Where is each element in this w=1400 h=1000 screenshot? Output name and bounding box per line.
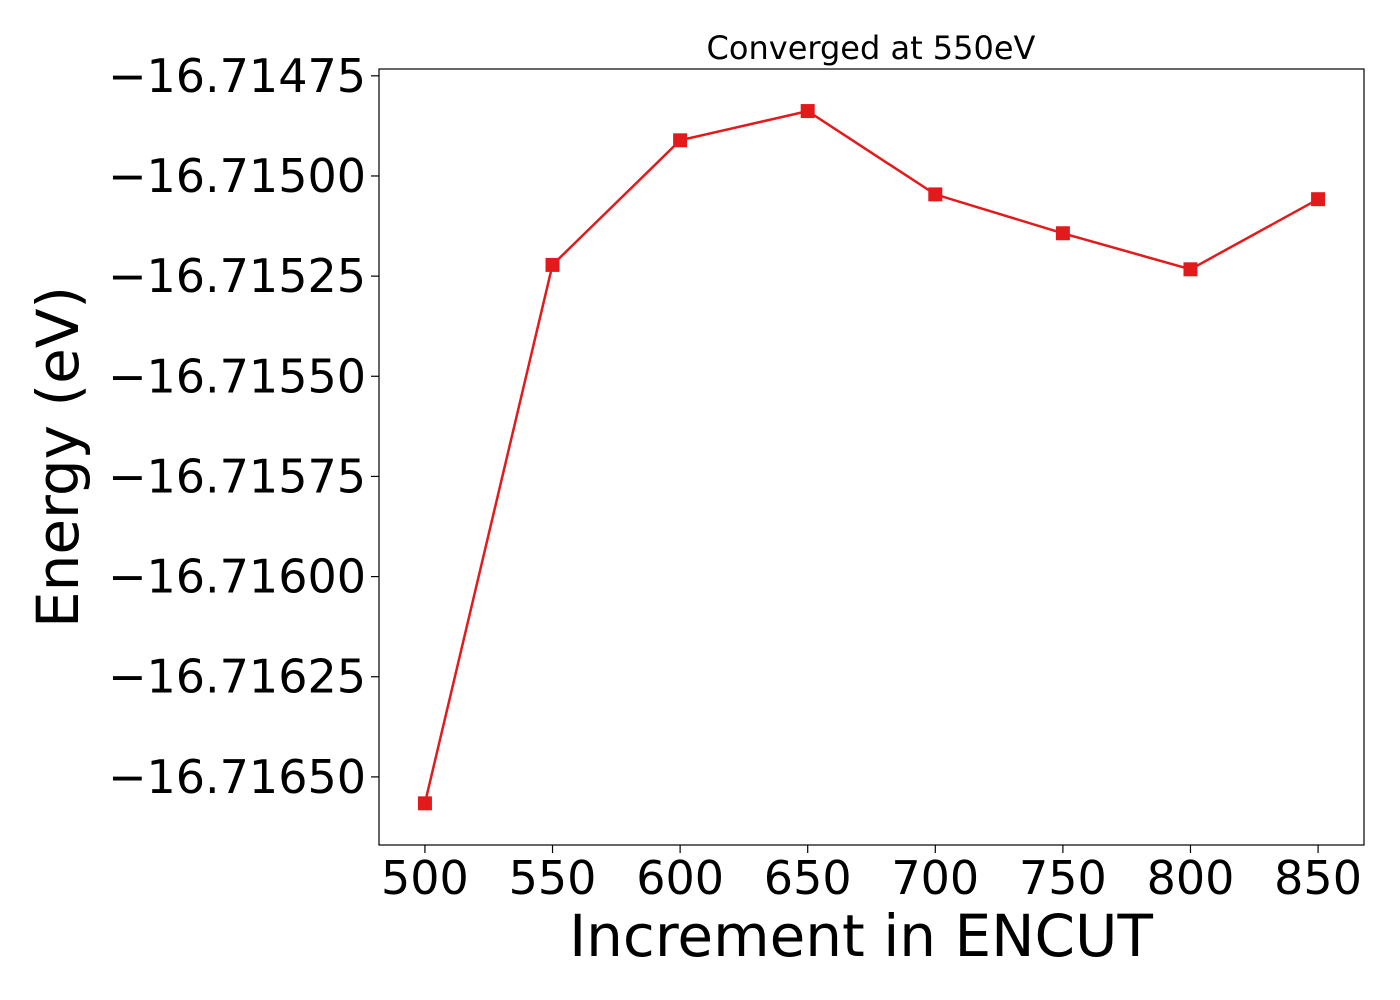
y-axis-label: Energy (eV) (24, 286, 92, 628)
plot-area (379, 69, 1364, 845)
series-layer (417, 104, 1326, 811)
x-tick-label: 700 (891, 851, 979, 905)
y-tick-label: −16.71650 (108, 750, 366, 804)
x-tick-label: 500 (381, 851, 469, 905)
data-point-marker (673, 133, 688, 148)
data-point-marker (1311, 192, 1326, 207)
plot-frame (378, 68, 1365, 846)
y-tick-label: −16.71525 (108, 249, 366, 303)
data-point-marker (417, 796, 432, 811)
y-tick-label: −16.71575 (108, 449, 366, 503)
data-point-marker (928, 187, 943, 202)
x-tick-label: 800 (1147, 851, 1235, 905)
data-point-marker (545, 257, 560, 272)
y-tick-label: −16.71475 (108, 49, 366, 103)
x-axis-label: Increment in ENCUT (569, 902, 1153, 970)
x-tick-label: 850 (1274, 851, 1362, 905)
chart-title: Converged at 550eV (707, 29, 1036, 67)
series-line (423, 109, 1319, 804)
data-point-marker (800, 104, 815, 119)
x-tick-label: 650 (764, 851, 852, 905)
x-axis-ticks: 500 550 600 650 700 750 800 850 (381, 845, 1362, 905)
data-point-marker (1055, 226, 1070, 241)
y-tick-label: −16.71500 (108, 149, 366, 203)
x-tick-label: 550 (509, 851, 597, 905)
y-tick-label: −16.71550 (108, 349, 366, 403)
y-axis-ticks: −16.71475 −16.71500 −16.71525 −16.71550 −16.… (108, 49, 379, 804)
x-tick-label: 600 (636, 851, 724, 905)
y-tick-label: −16.71600 (108, 550, 366, 604)
x-tick-label: 750 (1019, 851, 1107, 905)
data-point-marker (1183, 262, 1198, 277)
y-tick-label: −16.71625 (108, 650, 366, 704)
